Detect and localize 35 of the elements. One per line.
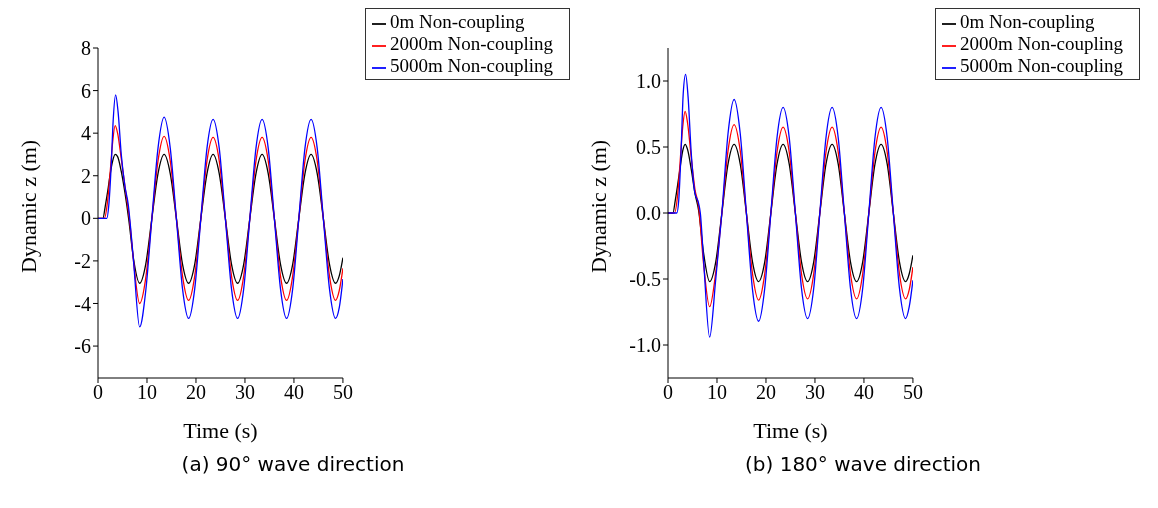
x-axis-title: Time (s) — [753, 418, 828, 443]
y-tick-label: -6 — [74, 335, 91, 358]
y-tick-label: -1.0 — [629, 334, 661, 357]
x-tick-label: 50 — [902, 381, 923, 404]
text: (b) 180° wave direction — [744, 452, 982, 476]
x-tick-label: 10 — [136, 381, 157, 404]
text: (a) 90° wave direction — [180, 452, 406, 476]
y-tick-label: -4 — [74, 292, 91, 315]
x-tick-label: 40 — [853, 381, 874, 404]
y-tick-label: 4 — [81, 122, 91, 145]
x-tick-label: 10 — [706, 381, 727, 404]
x-tick-label: 50 — [332, 381, 353, 404]
y-tick-label: -0.5 — [629, 268, 661, 291]
y-tick-label: 2 — [81, 164, 91, 187]
x-tick-label: 20 — [755, 381, 776, 404]
x-tick-label: 30 — [234, 381, 255, 404]
y-axis-title: Dynamic z (m) — [585, 139, 611, 273]
y-tick-label: 6 — [81, 79, 91, 102]
y-tick-label: 0 — [81, 207, 91, 230]
legend-label: 5000m Non-coupling — [959, 55, 1123, 76]
y-tick-label: 8 — [81, 37, 91, 60]
y-tick-label: 1.0 — [636, 70, 661, 93]
legend-label: 2000m Non-coupling — [959, 33, 1123, 54]
x-tick-label: 20 — [185, 381, 206, 404]
y-axis-title: Dynamic z (m) — [15, 139, 41, 273]
legend-label: 0m Non-coupling — [959, 11, 1095, 32]
legend-label: 0m Non-coupling — [389, 11, 525, 32]
y-tick-label: 0.5 — [636, 136, 661, 159]
legend-label: 2000m Non-coupling — [389, 33, 553, 54]
y-tick-label: -2 — [74, 250, 91, 272]
y-tick-label: 0.0 — [636, 202, 661, 225]
legend-label: 5000m Non-coupling — [389, 55, 553, 76]
x-tick-label: 30 — [804, 381, 825, 404]
x-axis-title: Time (s) — [183, 418, 258, 443]
x-tick-label: 40 — [283, 381, 304, 404]
